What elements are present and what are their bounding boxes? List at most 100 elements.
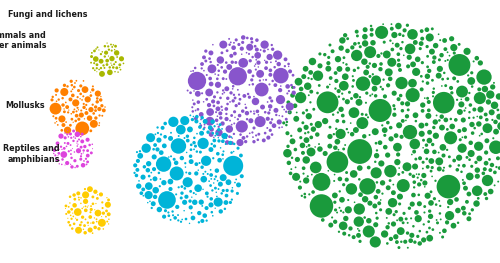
Circle shape xyxy=(372,73,374,75)
Circle shape xyxy=(372,93,373,95)
Circle shape xyxy=(318,63,322,68)
Circle shape xyxy=(220,192,223,195)
Circle shape xyxy=(69,195,71,198)
Circle shape xyxy=(308,144,310,147)
Circle shape xyxy=(250,41,254,44)
Circle shape xyxy=(228,43,231,46)
Circle shape xyxy=(182,200,187,205)
Circle shape xyxy=(346,183,357,195)
Circle shape xyxy=(358,230,360,232)
Circle shape xyxy=(426,55,429,58)
Circle shape xyxy=(268,96,272,99)
Circle shape xyxy=(255,69,257,71)
Circle shape xyxy=(212,44,214,45)
Circle shape xyxy=(204,171,206,173)
Circle shape xyxy=(221,128,223,130)
Circle shape xyxy=(252,127,256,130)
Circle shape xyxy=(482,123,492,133)
Circle shape xyxy=(260,105,265,109)
Circle shape xyxy=(490,84,496,90)
Circle shape xyxy=(195,194,196,195)
Circle shape xyxy=(432,133,439,139)
Circle shape xyxy=(268,68,272,72)
Circle shape xyxy=(172,214,174,216)
Circle shape xyxy=(402,221,404,224)
Circle shape xyxy=(66,145,68,147)
Circle shape xyxy=(405,114,409,118)
Circle shape xyxy=(288,110,292,114)
Circle shape xyxy=(112,46,113,48)
Circle shape xyxy=(226,49,228,52)
Circle shape xyxy=(372,86,378,92)
Circle shape xyxy=(104,50,108,55)
Circle shape xyxy=(361,58,368,65)
Circle shape xyxy=(345,67,350,72)
Circle shape xyxy=(406,231,409,235)
Circle shape xyxy=(140,175,145,180)
Circle shape xyxy=(236,120,248,133)
Circle shape xyxy=(134,172,136,174)
Circle shape xyxy=(168,136,173,141)
Circle shape xyxy=(244,107,248,109)
Circle shape xyxy=(224,200,228,205)
Circle shape xyxy=(244,111,249,115)
Circle shape xyxy=(68,109,70,111)
Circle shape xyxy=(428,200,434,206)
Circle shape xyxy=(69,202,70,204)
Circle shape xyxy=(214,208,216,209)
Circle shape xyxy=(286,145,290,148)
Circle shape xyxy=(81,99,83,101)
Circle shape xyxy=(386,83,390,87)
Circle shape xyxy=(440,219,442,220)
Circle shape xyxy=(333,220,338,224)
Circle shape xyxy=(162,143,166,148)
Circle shape xyxy=(267,111,270,115)
Circle shape xyxy=(401,41,404,43)
Circle shape xyxy=(304,137,310,143)
Circle shape xyxy=(148,175,150,178)
Circle shape xyxy=(462,136,464,138)
Circle shape xyxy=(398,217,404,222)
Circle shape xyxy=(106,63,108,66)
Circle shape xyxy=(286,121,288,123)
Circle shape xyxy=(466,192,471,196)
Circle shape xyxy=(218,188,220,190)
Circle shape xyxy=(398,173,400,176)
Circle shape xyxy=(84,96,91,103)
Circle shape xyxy=(80,136,82,138)
Circle shape xyxy=(427,108,430,112)
Circle shape xyxy=(442,154,446,158)
Circle shape xyxy=(82,80,84,82)
Circle shape xyxy=(343,216,348,221)
Circle shape xyxy=(80,139,84,143)
Circle shape xyxy=(102,211,105,215)
Circle shape xyxy=(402,34,404,37)
Circle shape xyxy=(437,66,443,72)
Circle shape xyxy=(278,115,280,116)
Circle shape xyxy=(66,142,70,145)
Circle shape xyxy=(74,167,76,168)
Circle shape xyxy=(302,74,306,79)
Circle shape xyxy=(371,75,381,85)
Circle shape xyxy=(275,114,278,116)
Circle shape xyxy=(198,200,204,205)
Circle shape xyxy=(270,62,272,63)
Circle shape xyxy=(180,221,182,223)
Circle shape xyxy=(70,218,72,220)
Circle shape xyxy=(72,99,80,107)
Circle shape xyxy=(412,180,416,184)
Circle shape xyxy=(267,48,269,50)
Text: Mammals and
other animals: Mammals and other animals xyxy=(0,31,46,50)
Circle shape xyxy=(106,59,109,63)
Circle shape xyxy=(268,73,272,77)
Circle shape xyxy=(104,106,106,108)
Circle shape xyxy=(436,114,438,116)
Circle shape xyxy=(190,114,191,116)
Circle shape xyxy=(494,184,496,186)
Circle shape xyxy=(192,141,196,144)
Circle shape xyxy=(194,162,198,166)
Circle shape xyxy=(238,114,242,117)
Circle shape xyxy=(81,163,86,168)
Circle shape xyxy=(321,218,324,222)
Circle shape xyxy=(69,132,72,135)
